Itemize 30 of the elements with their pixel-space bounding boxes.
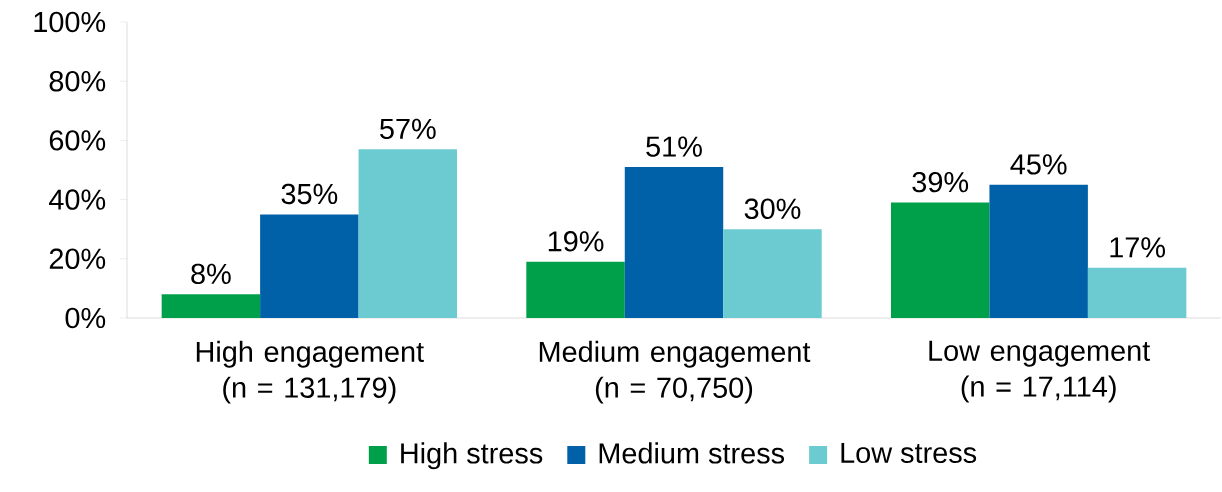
- x-tick-label: Medium engagement (n = 70,750): [539, 340, 811, 404]
- x-tick-label: High engagement (n = 131,179): [196, 340, 424, 404]
- y-tick-label: 60%: [49, 130, 106, 151]
- bar: [723, 229, 822, 318]
- y-tick-label: 100%: [34, 11, 106, 33]
- bar: [260, 214, 359, 318]
- data-label: 57%: [380, 118, 436, 140]
- data-label: 30%: [744, 198, 801, 219]
- bar: [161, 294, 261, 318]
- y-tick-label: 0%: [65, 307, 106, 329]
- data-label: 35%: [281, 183, 338, 205]
- data-label: 8%: [191, 263, 231, 285]
- data-label: 17%: [1110, 237, 1165, 258]
- bar: [1087, 267, 1187, 318]
- legend-label: High stress: [401, 442, 543, 470]
- data-label: 51%: [646, 136, 702, 157]
- bar: [624, 167, 724, 318]
- y-tick-label: 80%: [49, 70, 106, 92]
- y-tick-label: 40%: [49, 189, 106, 210]
- y-tick-label: 20%: [49, 248, 106, 270]
- data-label: 45%: [1010, 154, 1067, 175]
- x-tick-label: Low engagement (n = 17,114): [929, 340, 1151, 403]
- bar: [358, 149, 458, 318]
- legend-label: Medium stress: [599, 442, 785, 464]
- bar: [526, 261, 625, 318]
- data-label: 39%: [912, 171, 969, 193]
- bar: [890, 202, 990, 318]
- bar: [989, 184, 1088, 318]
- legend-label: Low stress: [841, 442, 977, 464]
- data-label: 19%: [548, 231, 604, 252]
